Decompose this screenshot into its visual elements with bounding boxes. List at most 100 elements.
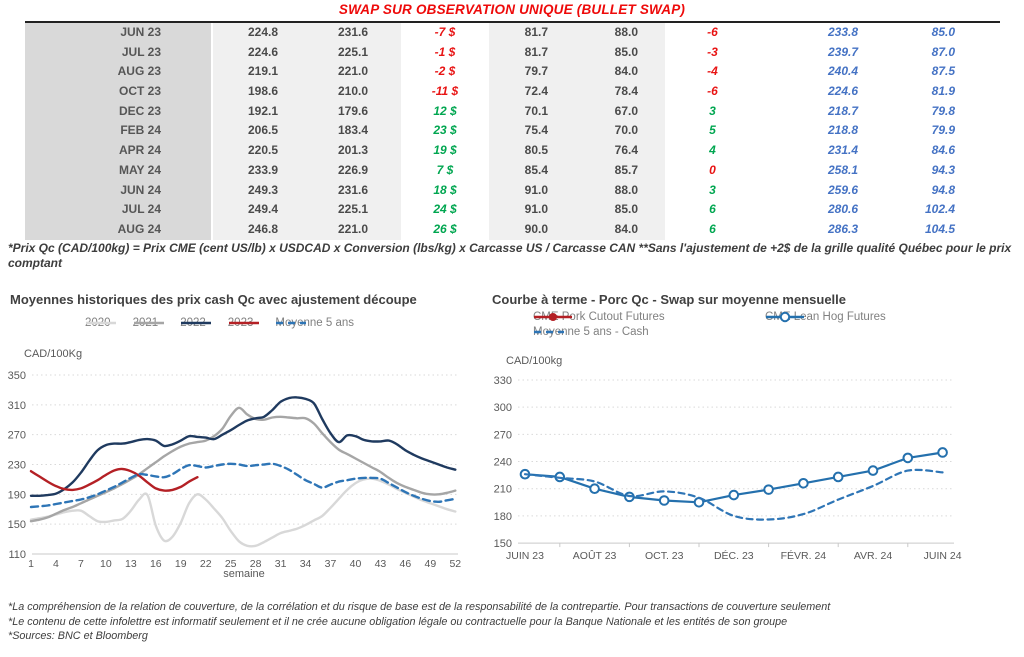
month-cell: JUL 23 [25,42,213,63]
value-cell: 210.0 [309,82,401,102]
y-tick-label: 270 [494,429,512,441]
legend-label: CME Lean Hog Futures [765,311,886,323]
month-cell: JUN 24 [25,180,213,201]
legend-line-swatch [181,321,212,325]
month-cell: JUL 24 [25,200,213,220]
x-tick-label: OCT. 23 [645,550,684,562]
y-tick-label: 180 [494,511,512,523]
value-cell: 85.0 [577,200,665,220]
value-cell: 249.3 [213,180,309,201]
x-tick-label: AOÛT 23 [573,549,617,562]
diff-us-cell: 4 [665,141,760,161]
legend-line-swatch [766,311,804,323]
legend-line-swatch [86,321,116,325]
value-cell: 76.4 [577,141,665,161]
value-cell: 226.9 [309,160,401,181]
series-2020 [29,477,457,548]
month-cell: APR 24 [25,141,213,161]
value-cell: 80.5 [489,141,577,161]
legend-label: CME Pork Cutout Futures [533,311,665,323]
value-cell: 221.0 [309,219,401,240]
data-point-marker [902,452,914,464]
legend-label: Moyenne 5 ans - Cash [533,326,649,338]
futures-us-cell: 85.0 [880,23,1000,43]
futures-us-cell: 104.5 [880,219,1000,240]
diff-us-cell: -4 [665,62,760,83]
x-tick-label: 34 [300,558,312,570]
value-cell: 201.3 [309,141,401,161]
value-cell: 85.7 [577,160,665,181]
value-cell: 198.6 [213,82,309,102]
x-tick-label: 22 [200,558,212,570]
value-cell: 183.4 [309,121,401,142]
value-cell: 79.7 [489,62,577,83]
futures-cad-cell: 231.4 [760,141,880,161]
value-cell: 231.6 [309,180,401,201]
diff-us-cell: 6 [665,200,760,220]
futures-us-cell: 102.4 [880,200,1000,220]
futures-us-cell: 79.9 [880,121,1000,142]
value-cell: 85.4 [489,160,577,181]
y-tick-label: 330 [494,375,512,387]
y-tick-label: 240 [494,457,512,469]
y-tick-label: 150 [494,538,512,550]
data-point-marker [589,483,600,495]
value-cell: 75.4 [489,121,577,142]
data-point-marker [937,447,948,458]
x-tick-label: JUIN 24 [924,550,962,562]
right-chart-legend: CME Pork Cutout Futures CME Lean Hog Futu… [533,311,886,338]
value-cell: 72.4 [489,82,577,102]
x-tick-label: DÉC. 23 [714,549,754,562]
futures-cad-cell: 218.7 [760,101,880,122]
futures-cad-cell: 259.6 [760,180,880,201]
y-tick-label: 270 [8,430,26,442]
value-cell: 88.0 [577,23,665,43]
series-moyenne-5-ans [29,462,457,509]
diff-us-cell: -3 [665,42,760,63]
value-cell: 231.6 [309,23,401,43]
diff-cad-cell: 7 $ [401,160,489,181]
futures-cad-cell: 224.6 [760,82,880,102]
value-cell: 85.0 [577,42,665,63]
futures-cad-cell: 218.8 [760,121,880,142]
x-tick-label: 49 [425,558,437,570]
data-point-marker [728,489,740,501]
x-tick-label: 37 [325,558,337,570]
x-tick-label: 46 [400,558,412,570]
y-tick-label: 310 [8,400,26,412]
diff-us-cell: 6 [665,219,760,240]
value-cell: 225.1 [309,42,401,63]
filled-circle-marker-icon [549,313,557,321]
y-tick-label: 190 [8,489,26,501]
value-cell: 249.4 [213,200,309,220]
value-cell: 84.0 [577,219,665,240]
data-point-marker [798,477,809,489]
futures-us-cell: 94.3 [880,160,1000,181]
legend-line-swatch [534,330,564,334]
legend-label: Moyenne 5 ans [275,317,355,329]
month-cell: JUN 23 [25,23,213,43]
x-tick-label: 16 [150,558,162,570]
month-cell: MAY 24 [25,160,213,181]
diff-us-cell: -6 [665,23,760,43]
y-tick-label: 210 [494,484,512,496]
legend-line-swatch [133,321,164,325]
page-title: SWAP SUR OBSERVATION UNIQUE (BULLET SWAP… [338,2,686,17]
x-tick-label: 1 [28,558,34,570]
diff-cad-cell: 18 $ [401,180,489,201]
value-cell: 70.0 [577,121,665,142]
x-tick-label: JUIN 23 [506,550,544,562]
diff-us-cell: 5 [665,121,760,142]
x-tick-label: 19 [175,558,187,570]
diff-cad-cell: -7 $ [401,23,489,43]
left-chart-legend: 2020 2021 2022 2023 Moyenne 5 ans [85,317,354,329]
x-tick-label: 10 [100,558,112,570]
x-tick-label: 40 [350,558,362,570]
futures-cad-cell: 280.6 [760,200,880,220]
data-point-marker [832,471,844,483]
x-tick-label: 52 [449,558,461,570]
futures-cad-cell: 258.1 [760,160,880,181]
value-cell: 67.0 [577,101,665,122]
futures-cad-cell: 286.3 [760,219,880,240]
